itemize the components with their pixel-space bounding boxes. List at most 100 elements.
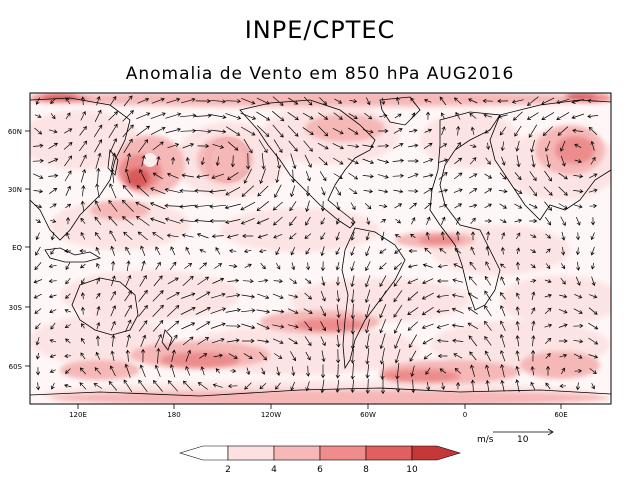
wind-arrow-630 — [365, 333, 370, 350]
wind-arrow-76 — [34, 127, 43, 135]
wind-arrow-556 — [393, 304, 403, 318]
wind-arrow-682 — [573, 353, 583, 359]
wind-arrow-178 — [423, 158, 434, 164]
wind-arrow-359 — [289, 232, 297, 240]
wind-arrow-423 — [111, 260, 116, 271]
wind-arrow-589 — [320, 321, 327, 332]
wind-arrow-288 — [364, 202, 372, 210]
wind-arrow-287 — [350, 202, 356, 211]
wind-arrow-133 — [317, 142, 329, 150]
lat-label-eq: EQ — [12, 244, 22, 252]
wind-arrow-213 — [377, 174, 389, 179]
wind-arrow-289 — [379, 204, 388, 209]
wind-arrow-148 — [545, 140, 551, 152]
wind-arrow-120 — [123, 138, 133, 153]
wind-arrow-562 — [484, 305, 492, 317]
wind-arrow-499 — [110, 290, 116, 301]
wind-arrow-285 — [320, 201, 325, 212]
coastlines — [30, 96, 611, 397]
wind-arrow-327 — [380, 219, 387, 223]
wind-arrow-454 — [576, 261, 581, 271]
wind-arrow-559 — [436, 309, 450, 314]
wind-arrow-208 — [305, 170, 311, 182]
wind-arrow-485 — [468, 276, 477, 286]
wind-arrow-694 — [185, 365, 191, 376]
wind-arrow-412 — [516, 247, 521, 255]
wind-arrow-654 — [156, 347, 161, 364]
wind-arrow-275 — [164, 203, 182, 208]
wind-arrow-20 — [334, 98, 343, 104]
wind-arrow-337 — [529, 218, 538, 224]
wind-arrow-434 — [275, 262, 281, 270]
colorbar-label-2: 2 — [225, 465, 231, 475]
wind-arrow-458 — [65, 277, 71, 285]
wind-arrow-472 — [273, 279, 283, 284]
wind-arrow-317 — [225, 219, 241, 225]
wind-arrow-668 — [365, 348, 370, 365]
wind-arrow-618 — [182, 336, 194, 346]
wind-arrow-518 — [393, 290, 403, 303]
wind-arrow-697 — [230, 368, 237, 374]
wind-arrow-674 — [453, 353, 463, 359]
colorbar-label-8: 8 — [363, 465, 369, 475]
wind-arrow-137 — [377, 143, 390, 148]
wind-arrow-46 — [150, 112, 166, 120]
wind-arrow-180 — [454, 157, 463, 165]
wind-arrow-265 — [588, 188, 598, 193]
lon-label-180: 180 — [167, 411, 180, 419]
wind-arrow-232 — [95, 183, 100, 199]
wind-arrow-151 — [590, 140, 595, 151]
wind-arrow-268 — [65, 203, 72, 209]
wind-arrow-220 — [484, 173, 493, 179]
wind-arrow-675 — [469, 351, 477, 361]
wind-arrow-349 — [137, 231, 149, 241]
wind-arrow-681 — [559, 353, 568, 358]
wind-arrow-13 — [225, 99, 241, 104]
wind-arrow-523 — [467, 292, 478, 300]
wind-arrow-708 — [395, 363, 400, 380]
wind-arrow-26 — [423, 98, 432, 103]
wind-arrow-385 — [110, 245, 115, 256]
wind-arrow-161 — [171, 156, 176, 165]
wind-arrow-78 — [64, 128, 73, 134]
wind-arrow-428 — [184, 263, 193, 269]
wind-arrow-579 — [167, 320, 180, 332]
wind-arrow-132 — [303, 140, 313, 152]
wind-arrow-410 — [485, 245, 490, 256]
wind-arrow-96 — [332, 127, 344, 135]
wind-arrow-480 — [393, 275, 403, 287]
wind-arrow-33 — [526, 96, 539, 106]
wind-arrow-253 — [408, 189, 419, 194]
wind-arrow-42 — [94, 109, 102, 122]
wind-arrow-29 — [468, 98, 478, 104]
wind-arrow-167 — [261, 152, 266, 170]
wind-arrow-573 — [81, 323, 85, 329]
wind-arrow-107 — [499, 126, 507, 136]
wind-arrow-319 — [256, 218, 269, 225]
wind-arrow-83 — [136, 125, 150, 137]
wind-arrow-356 — [242, 233, 254, 239]
wind-arrow-588 — [304, 321, 312, 332]
wind-arrow-466 — [182, 275, 194, 286]
wind-arrow-335 — [499, 219, 507, 224]
wind-arrow-405 — [408, 248, 417, 254]
wind-arrow-157 — [110, 152, 117, 169]
lon-label-120w: 120W — [261, 411, 281, 419]
wind-arrow-418 — [34, 262, 42, 271]
wind-arrow-520 — [421, 292, 434, 300]
wind-arrow-162 — [185, 157, 190, 165]
wind-arrow-378 — [575, 232, 581, 241]
wind-arrow-243 — [257, 185, 269, 197]
wind-arrow-186 — [546, 154, 551, 168]
colorbar-segment-0 — [178, 445, 229, 461]
wind-arrow-281 — [256, 201, 270, 212]
wind-arrow-598 — [451, 323, 464, 328]
wind-arrow-126 — [212, 143, 225, 149]
longitude-axis: 120E 180 120W 60W 0 60E — [69, 404, 568, 419]
wind-arrow-255 — [438, 188, 449, 193]
wind-arrow-396 — [275, 247, 281, 256]
wind-arrow-624 — [272, 338, 284, 345]
wind-arrow-176 — [392, 158, 405, 163]
wind-arrow-561 — [467, 307, 478, 315]
wind-arrow-322 — [305, 216, 311, 226]
